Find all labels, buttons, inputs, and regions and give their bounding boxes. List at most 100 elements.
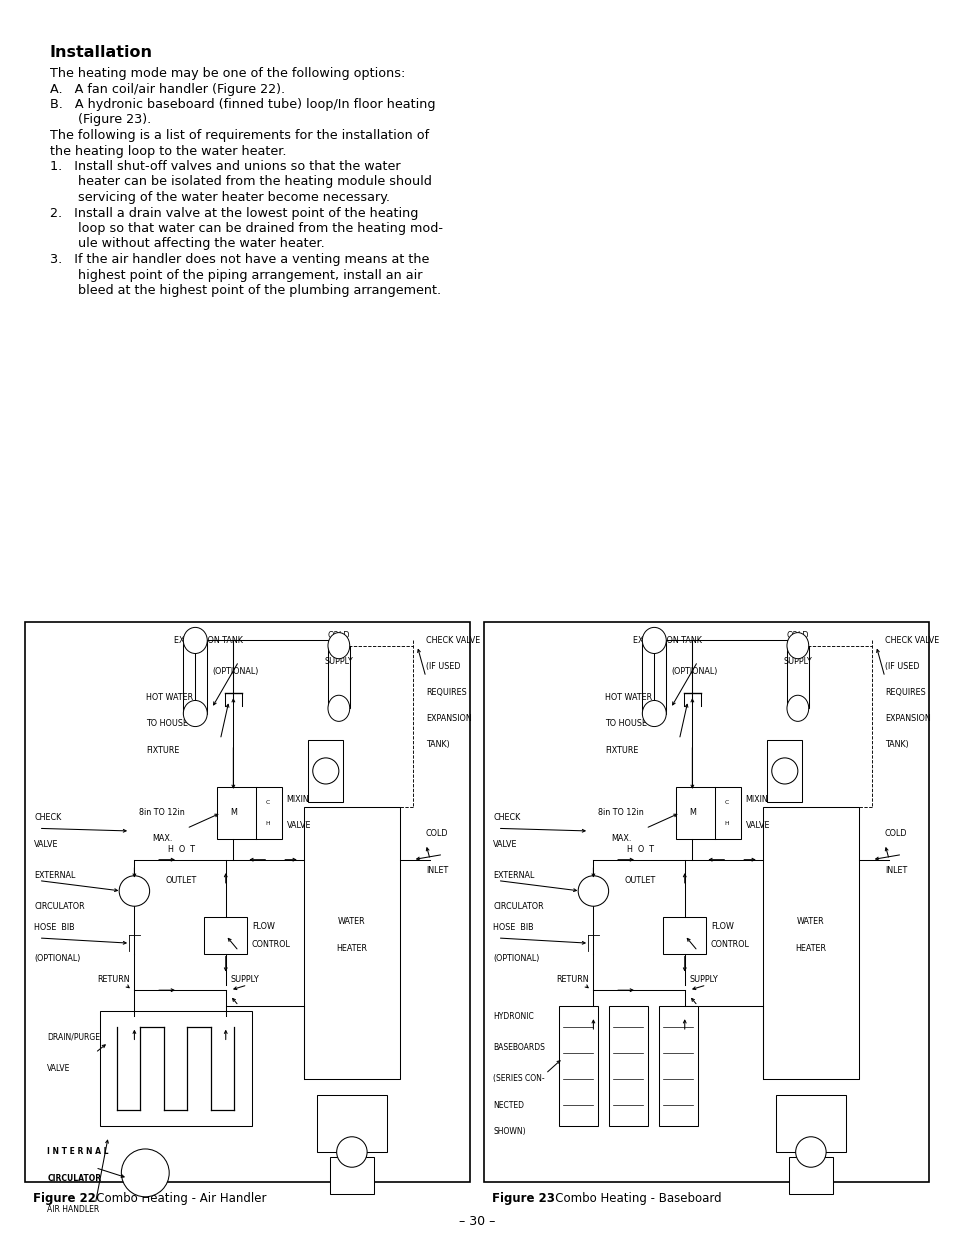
Text: EXPANSION: EXPANSION	[884, 714, 929, 724]
Text: VALVE: VALVE	[34, 840, 59, 848]
Text: INLET: INLET	[884, 866, 906, 874]
Text: EXPANSION TANK: EXPANSION TANK	[173, 636, 242, 645]
Bar	[762, 808, 858, 1079]
Text: SUPPLY: SUPPLY	[782, 657, 811, 666]
Text: BASEBOARDS: BASEBOARDS	[493, 1044, 545, 1052]
Bar	[776, 1094, 844, 1152]
Text: H: H	[266, 820, 270, 826]
Text: REQUIRES: REQUIRES	[884, 688, 924, 697]
Text: FLOW: FLOW	[252, 921, 274, 931]
Text: DRAIN/PURGE: DRAIN/PURGE	[48, 1032, 100, 1041]
Text: WATER: WATER	[337, 916, 365, 926]
Bar	[217, 787, 282, 839]
Text: FLOW: FLOW	[710, 921, 733, 931]
Text: MIXING: MIXING	[286, 795, 315, 804]
Bar	[330, 1157, 374, 1194]
Text: 8in TO 12in: 8in TO 12in	[598, 808, 643, 818]
Bar	[766, 740, 801, 803]
Text: COLD: COLD	[786, 631, 808, 640]
Bar	[558, 1005, 598, 1126]
Ellipse shape	[786, 632, 808, 658]
Text: TO HOUSE: TO HOUSE	[146, 720, 188, 729]
Text: bleed at the highest point of the plumbing arrangement.: bleed at the highest point of the plumbi…	[78, 284, 440, 296]
Text: Combo Heating - Baseboard: Combo Heating - Baseboard	[543, 1192, 720, 1205]
Text: H: H	[724, 820, 728, 826]
Bar	[316, 1094, 386, 1152]
Text: The following is a list of requirements for the installation of: The following is a list of requirements …	[50, 128, 429, 142]
Circle shape	[336, 1136, 367, 1167]
Text: CHECK VALVE: CHECK VALVE	[884, 636, 938, 645]
Text: 2.   Install a drain valve at the lowest point of the heating: 2. Install a drain valve at the lowest p…	[50, 206, 418, 220]
Bar	[183, 641, 207, 714]
Text: MAX.: MAX.	[152, 835, 172, 844]
Text: VALVE: VALVE	[48, 1065, 71, 1073]
Text: CHECK: CHECK	[34, 814, 62, 823]
Bar	[676, 787, 740, 839]
Text: A.   A fan coil/air handler (Figure 22).: A. A fan coil/air handler (Figure 22).	[50, 83, 285, 95]
Text: HEATER: HEATER	[336, 944, 367, 953]
Text: (OPTIONAL): (OPTIONAL)	[34, 955, 81, 963]
Text: I N T E R N A L: I N T E R N A L	[48, 1147, 109, 1156]
Text: servicing of the water heater become necessary.: servicing of the water heater become nec…	[78, 191, 390, 204]
Text: REQUIRES: REQUIRES	[425, 688, 466, 697]
Bar	[641, 641, 665, 714]
Text: CHECK: CHECK	[493, 814, 520, 823]
Text: H  O  T: H O T	[626, 845, 653, 853]
Text: MIXING: MIXING	[745, 795, 774, 804]
Bar	[483, 622, 928, 1182]
Bar	[658, 1005, 697, 1126]
Ellipse shape	[641, 627, 665, 653]
Text: 3.   If the air handler does not have a venting means at the: 3. If the air handler does not have a ve…	[50, 253, 429, 266]
Ellipse shape	[328, 695, 350, 721]
Text: EXTERNAL: EXTERNAL	[493, 871, 535, 879]
Text: COLD: COLD	[327, 631, 350, 640]
Text: M: M	[688, 808, 695, 818]
Ellipse shape	[328, 632, 350, 658]
Text: CONTROL: CONTROL	[710, 940, 749, 948]
Text: SUPPLY: SUPPLY	[688, 976, 717, 984]
Bar	[130, 1155, 160, 1191]
Text: INLET: INLET	[425, 866, 448, 874]
Text: AIR HANDLER: AIR HANDLER	[48, 1205, 99, 1214]
Text: 1.   Install shut-off valves and unions so that the water: 1. Install shut-off valves and unions so…	[50, 161, 400, 173]
Circle shape	[119, 876, 150, 906]
Bar	[304, 808, 399, 1079]
Text: SUPPLY: SUPPLY	[324, 657, 353, 666]
Text: ule without affecting the water heater.: ule without affecting the water heater.	[78, 237, 324, 251]
Text: (OPTIONAL): (OPTIONAL)	[213, 667, 259, 677]
Text: HOT WATER: HOT WATER	[146, 693, 193, 703]
Bar	[204, 918, 247, 953]
Text: EXTERNAL: EXTERNAL	[34, 871, 75, 879]
Text: FIXTURE: FIXTURE	[605, 746, 639, 755]
Text: Figure 22: Figure 22	[33, 1192, 95, 1205]
Text: Combo Heating - Air Handler: Combo Heating - Air Handler	[85, 1192, 266, 1205]
Bar	[608, 1005, 647, 1126]
Text: HOT WATER: HOT WATER	[605, 693, 652, 703]
Text: SUPPLY: SUPPLY	[230, 976, 258, 984]
Ellipse shape	[786, 695, 808, 721]
Text: MAX.: MAX.	[610, 835, 631, 844]
Ellipse shape	[183, 627, 207, 653]
Text: CONTROL: CONTROL	[252, 940, 291, 948]
Circle shape	[121, 1149, 169, 1197]
Ellipse shape	[183, 700, 207, 726]
Text: HEATER: HEATER	[795, 944, 825, 953]
Text: OUTLET: OUTLET	[166, 876, 196, 885]
Text: FIXTURE: FIXTURE	[146, 746, 179, 755]
Text: VALVE: VALVE	[745, 821, 769, 830]
Text: (OPTIONAL): (OPTIONAL)	[493, 955, 539, 963]
Text: TO HOUSE: TO HOUSE	[605, 720, 647, 729]
Bar	[662, 918, 706, 953]
Text: H  O  T: H O T	[168, 845, 194, 853]
Circle shape	[795, 1136, 825, 1167]
Text: M: M	[230, 808, 236, 818]
Text: NECTED: NECTED	[493, 1100, 524, 1109]
Text: CIRCULATOR: CIRCULATOR	[493, 902, 543, 911]
Bar	[786, 646, 808, 709]
Text: HOSE  BIB: HOSE BIB	[493, 923, 534, 932]
Text: 8in TO 12in: 8in TO 12in	[138, 808, 184, 818]
Text: C: C	[724, 800, 728, 805]
Bar	[328, 646, 350, 709]
Text: (OPTIONAL): (OPTIONAL)	[671, 667, 718, 677]
Text: SHOWN): SHOWN)	[493, 1126, 525, 1136]
